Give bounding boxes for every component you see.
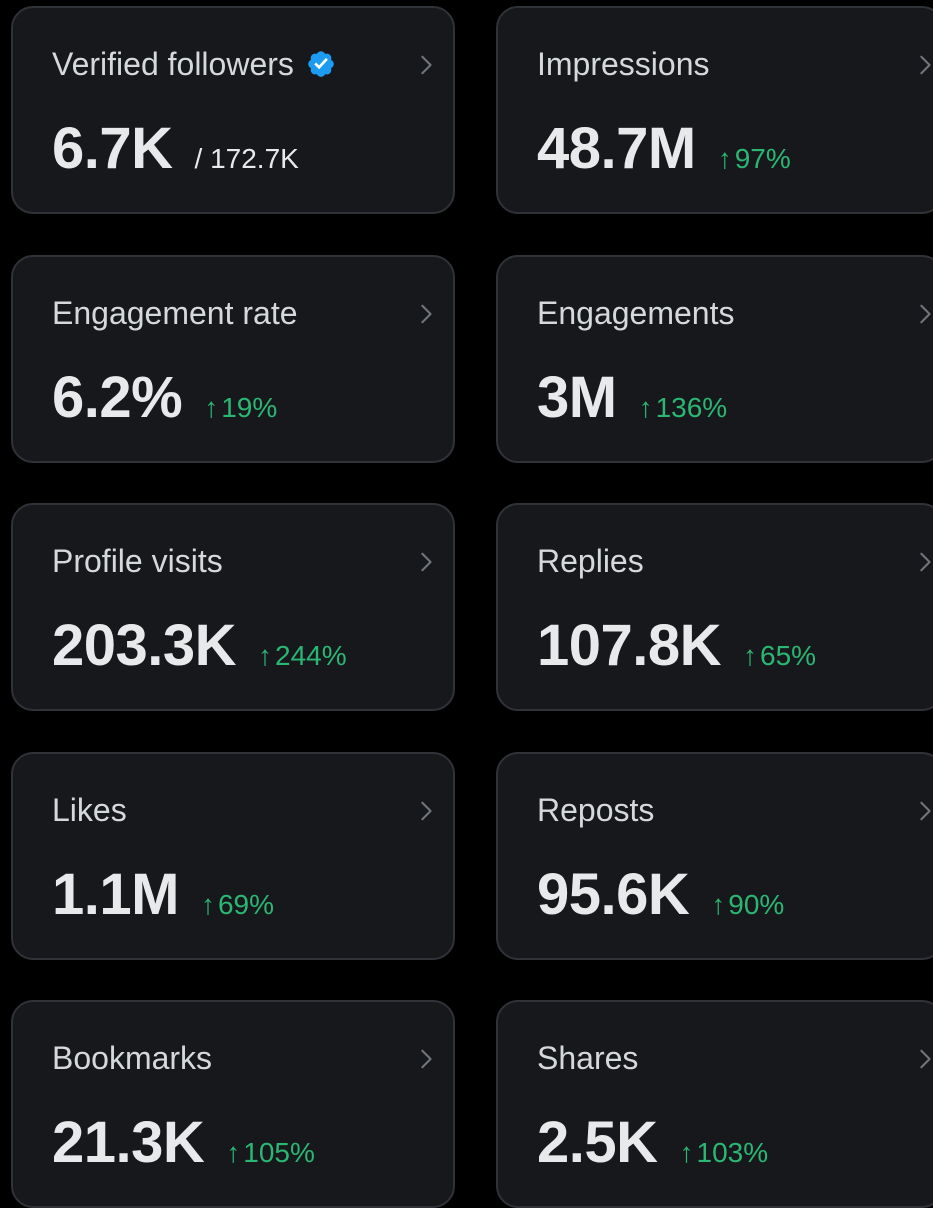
value-row: 203.3K ↑ 244% bbox=[52, 617, 347, 675]
chevron-right-icon[interactable] bbox=[415, 303, 437, 325]
arrow-up-icon: ↑ bbox=[717, 143, 732, 174]
verified-badge-icon bbox=[308, 51, 334, 77]
metric-change: ↑ 103% bbox=[679, 1137, 769, 1168]
metric-value: 3M bbox=[537, 365, 617, 430]
card-label: Reposts bbox=[537, 792, 655, 828]
metric-value: 6.7K bbox=[52, 116, 173, 181]
bookmarks-card[interactable]: Bookmarks 21.3K ↑ 105% bbox=[11, 1000, 455, 1208]
arrow-up-icon: ↑ bbox=[258, 640, 273, 671]
arrow-up-icon: ↑ bbox=[204, 392, 219, 423]
chevron-right-icon[interactable] bbox=[415, 54, 437, 76]
value-row: 3M ↑ 136% bbox=[537, 369, 727, 427]
metric-total: / 172.7K bbox=[194, 143, 299, 174]
value-row: 1.1M ↑ 69% bbox=[52, 866, 274, 924]
arrow-up-icon: ↑ bbox=[743, 640, 758, 671]
metric-change: ↑ 97% bbox=[717, 143, 791, 174]
arrow-up-icon: ↑ bbox=[679, 1137, 694, 1168]
value-row: 2.5K ↑ 103% bbox=[537, 1114, 768, 1172]
card-label: Bookmarks bbox=[52, 1040, 213, 1076]
card-label: Engagement rate bbox=[52, 295, 298, 331]
chevron-right-icon[interactable] bbox=[415, 800, 437, 822]
chevron-right-icon[interactable] bbox=[914, 1048, 933, 1070]
arrow-up-icon: ↑ bbox=[638, 392, 653, 423]
shares-card[interactable]: Shares 2.5K ↑ 103% bbox=[496, 1000, 933, 1208]
metric-value: 107.8K bbox=[537, 613, 722, 678]
chevron-right-icon[interactable] bbox=[914, 551, 933, 573]
card-label: Verified followers bbox=[52, 48, 336, 80]
profile-visits-card[interactable]: Profile visits 203.3K ↑ 244% bbox=[11, 503, 455, 711]
card-label: Replies bbox=[537, 543, 644, 579]
metric-change: ↑ 244% bbox=[258, 640, 347, 671]
chevron-right-icon[interactable] bbox=[914, 800, 933, 822]
arrow-up-icon: ↑ bbox=[226, 1137, 241, 1168]
likes-card[interactable]: Likes 1.1M ↑ 69% bbox=[11, 752, 455, 960]
metric-value: 95.6K bbox=[537, 862, 690, 927]
metric-change: ↑ 19% bbox=[204, 392, 278, 423]
metric-value: 2.5K bbox=[537, 1110, 658, 1175]
metric-change: ↑ 136% bbox=[638, 392, 728, 423]
value-row: 95.6K ↑ 90% bbox=[537, 866, 784, 924]
engagements-card[interactable]: Engagements 3M ↑ 136% bbox=[496, 255, 933, 463]
metric-change: ↑ 69% bbox=[200, 889, 274, 920]
value-row: 107.8K ↑ 65% bbox=[537, 617, 816, 675]
value-row: 6.2% ↑ 19% bbox=[52, 369, 277, 427]
engagement-rate-card[interactable]: Engagement rate 6.2% ↑ 19% bbox=[11, 255, 455, 463]
replies-card[interactable]: Replies 107.8K ↑ 65% bbox=[496, 503, 933, 711]
metric-change: ↑ 105% bbox=[226, 1137, 315, 1168]
card-label: Profile visits bbox=[52, 543, 223, 579]
arrow-up-icon: ↑ bbox=[200, 889, 215, 920]
reposts-card[interactable]: Reposts 95.6K ↑ 90% bbox=[496, 752, 933, 960]
chevron-right-icon[interactable] bbox=[415, 1048, 437, 1070]
card-label: Likes bbox=[52, 792, 127, 828]
chevron-right-icon[interactable] bbox=[415, 551, 437, 573]
impressions-card[interactable]: Impressions 48.7M ↑ 97% bbox=[496, 6, 933, 214]
card-label: Impressions bbox=[537, 46, 710, 82]
value-row: 21.3K ↑ 105% bbox=[52, 1114, 315, 1172]
card-label: Engagements bbox=[537, 295, 735, 331]
metric-change: ↑ 65% bbox=[743, 640, 817, 671]
metric-value: 203.3K bbox=[52, 613, 237, 678]
arrow-up-icon: ↑ bbox=[711, 889, 726, 920]
metric-value: 1.1M bbox=[52, 862, 179, 927]
verified-followers-card[interactable]: Verified followers 6.7K / 172.7K bbox=[11, 6, 455, 214]
chevron-right-icon[interactable] bbox=[914, 303, 933, 325]
metric-change: ↑ 90% bbox=[711, 889, 785, 920]
value-row: 48.7M ↑ 97% bbox=[537, 120, 791, 178]
card-label: Shares bbox=[537, 1040, 639, 1076]
metric-value: 21.3K bbox=[52, 1110, 205, 1175]
chevron-right-icon[interactable] bbox=[914, 54, 933, 76]
metric-value: 48.7M bbox=[537, 116, 696, 181]
metric-value: 6.2% bbox=[52, 365, 183, 430]
value-row: 6.7K / 172.7K bbox=[52, 120, 299, 178]
